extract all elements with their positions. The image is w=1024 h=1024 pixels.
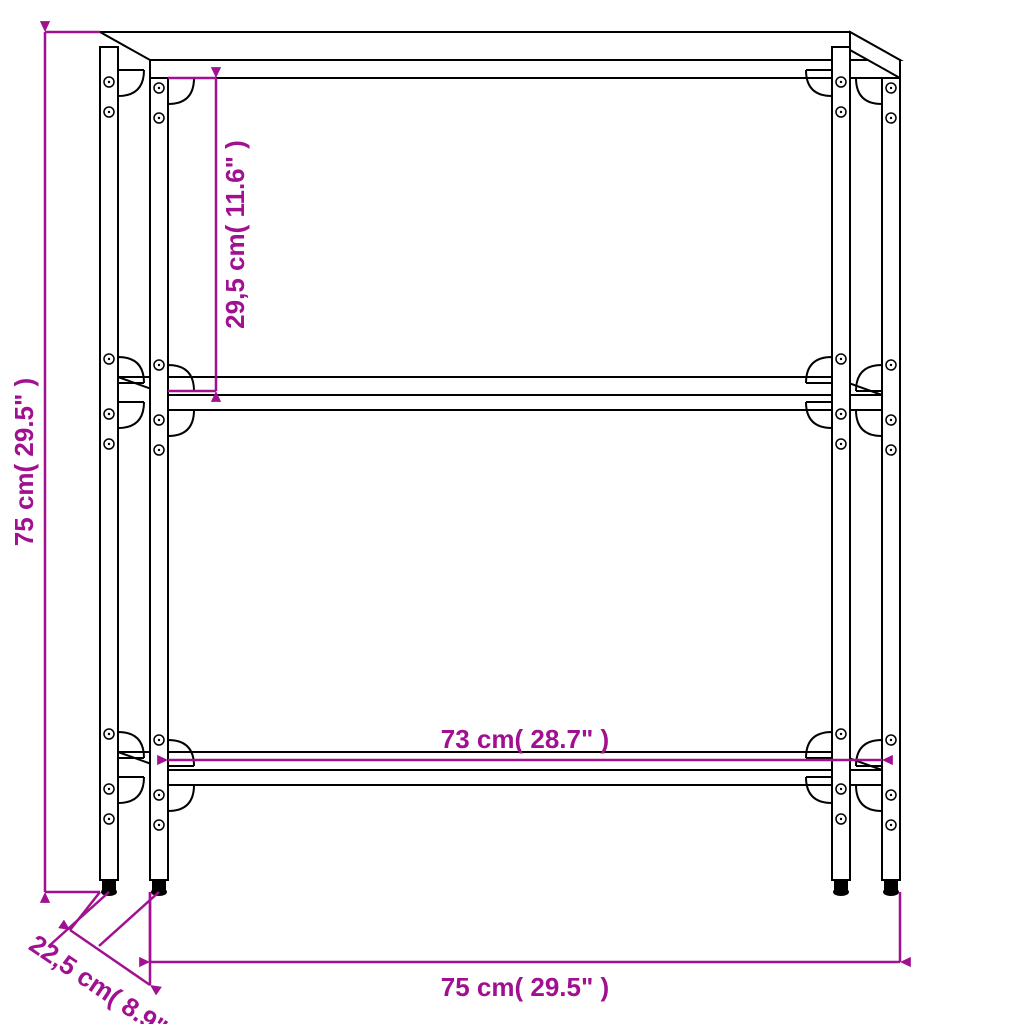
dim-depth-label: 22,5 cm( 8.9" ) bbox=[24, 928, 186, 1024]
dim-shelf-spacing-label: 29,5 cm( 11.6" ) bbox=[220, 140, 250, 329]
dim-width-label: 75 cm( 29.5" ) bbox=[441, 972, 609, 1002]
dim-inner-width-label: 73 cm( 28.7" ) bbox=[441, 724, 609, 754]
dim-height-label: 75 cm( 29.5" ) bbox=[9, 378, 39, 546]
